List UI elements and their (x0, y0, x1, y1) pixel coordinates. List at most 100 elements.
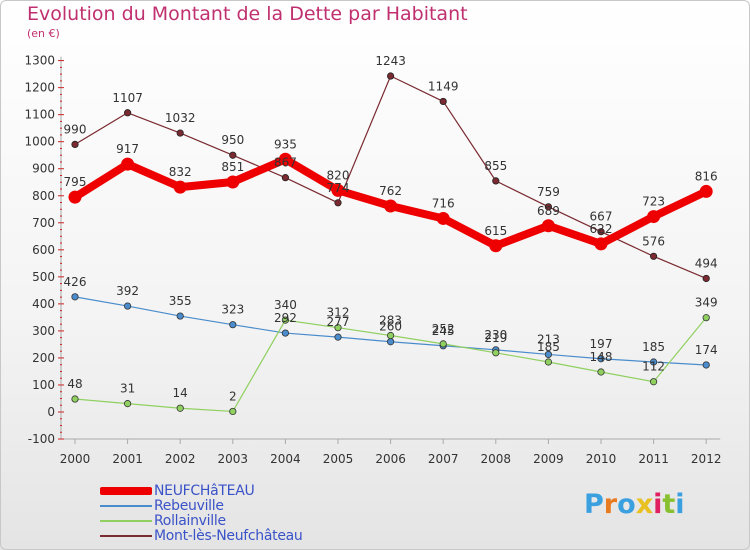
data-label: 292 (274, 311, 297, 325)
data-point (334, 324, 342, 332)
data-point (702, 314, 710, 322)
data-label: 148 (590, 350, 613, 364)
data-label: 851 (221, 160, 244, 174)
y-tick-label: 0 (47, 405, 55, 419)
data-label: 576 (642, 234, 665, 248)
data-label: 723 (642, 195, 665, 209)
x-tick-label: 2000 (60, 452, 91, 466)
data-label: 185 (642, 340, 665, 354)
x-tick-label: 2009 (533, 452, 564, 466)
data-point (229, 321, 237, 329)
x-tick-label: 2005 (323, 452, 354, 466)
data-label: 185 (537, 340, 560, 354)
data-point (594, 237, 608, 251)
y-tick-label: 300 (32, 324, 55, 338)
data-point (699, 184, 713, 198)
x-tick-label: 2004 (270, 452, 301, 466)
x-tick-label: 2012 (691, 452, 722, 466)
data-label: 950 (221, 133, 244, 147)
data-point (702, 274, 710, 283)
data-label: 260 (379, 320, 402, 334)
y-tick-label: 1000 (24, 135, 55, 149)
data-label: 917 (116, 142, 139, 156)
data-point (176, 404, 184, 412)
data-label: 689 (537, 204, 560, 218)
data-label: 1107 (112, 91, 143, 105)
data-point (124, 400, 132, 408)
y-tick-label: 200 (32, 351, 55, 365)
data-point (439, 97, 447, 106)
data-label: 716 (432, 196, 455, 210)
data-point (121, 157, 135, 171)
data-point (281, 316, 289, 324)
data-label: 935 (274, 137, 297, 151)
data-label: 355 (169, 294, 192, 308)
data-point (541, 219, 555, 233)
legend-item-rebeuville: Rebeuville (100, 498, 360, 514)
y-tick-label: 400 (32, 297, 55, 311)
data-point (229, 151, 237, 159)
data-label: 990 (64, 122, 87, 136)
data-point (176, 129, 184, 137)
data-point (544, 203, 553, 211)
data-label: 494 (695, 256, 718, 270)
data-point (597, 228, 605, 236)
data-label: 1243 (375, 54, 406, 68)
logo-letter: r (603, 489, 618, 520)
data-point (384, 199, 398, 213)
data-point (649, 378, 658, 386)
data-point (386, 338, 395, 346)
data-point (436, 211, 450, 225)
data-label: 832 (169, 165, 192, 179)
data-label: 774 (327, 181, 350, 195)
logo-letter: P (584, 489, 604, 520)
data-point (649, 252, 658, 260)
data-point (544, 350, 553, 359)
legend-item-rollainville: Rollainville (100, 513, 360, 529)
logo-letter: x (635, 489, 654, 520)
y-tick-label: 600 (32, 243, 55, 257)
data-label: 2 (229, 389, 237, 403)
data-point (331, 183, 345, 197)
x-tick-label: 2008 (481, 452, 512, 466)
data-label: 820 (327, 168, 350, 182)
data-label: 816 (695, 169, 718, 183)
x-tick-label: 2002 (165, 452, 196, 466)
legend-item-mont-les-neufchateau: Mont-lès-Neufchâteau (100, 528, 360, 544)
proxiti-logo: Proxiti (584, 489, 685, 520)
data-point (281, 174, 289, 182)
data-label: 855 (484, 159, 507, 173)
data-point (439, 340, 447, 348)
data-point (597, 355, 605, 363)
data-point (124, 302, 132, 310)
data-label: 31 (120, 382, 135, 396)
legend-label: Rollainville (154, 513, 226, 529)
data-label: 174 (695, 343, 718, 357)
data-point (281, 329, 289, 337)
logo-letter: i (653, 489, 663, 520)
y-tick-label: 100 (32, 378, 55, 392)
legend-swatch-mont-les-neufchateau (100, 535, 152, 537)
data-point (492, 177, 500, 185)
legend-item-neufchateau: NEUFCHâTEAU (100, 483, 360, 499)
data-label: 230 (484, 328, 507, 342)
data-point (124, 109, 132, 117)
x-tick-label: 2011 (638, 452, 669, 466)
data-label: 312 (327, 306, 350, 320)
legend-swatch-neufchateau (100, 487, 152, 495)
data-label: 112 (642, 360, 665, 374)
logo-letter: t (662, 489, 676, 520)
data-label: 213 (537, 332, 560, 346)
data-label: 283 (379, 314, 402, 328)
legend: NEUFCHâTEAU Rebeuville Rollainville Mont… (100, 483, 360, 544)
data-point (386, 331, 395, 340)
data-point (68, 190, 82, 204)
y-tick-label: 1100 (24, 108, 55, 122)
data-point (334, 333, 342, 341)
y-tick-label: 800 (32, 189, 55, 203)
data-point (71, 140, 79, 149)
data-label: 615 (484, 224, 507, 238)
data-point (226, 175, 240, 189)
data-label: 1149 (428, 79, 459, 93)
